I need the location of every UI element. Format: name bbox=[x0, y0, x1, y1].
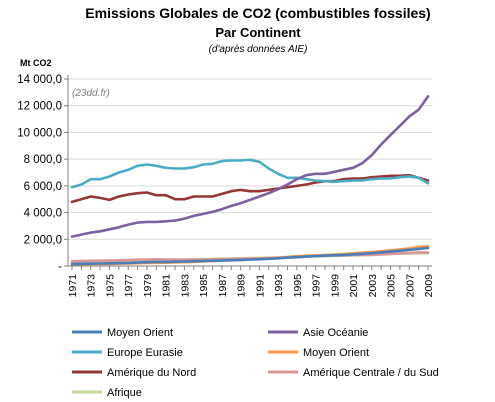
y-axis-unit-label: Mt CO2 bbox=[20, 58, 52, 68]
x-tick-label: 2009 bbox=[423, 274, 435, 298]
x-tick-label: 1989 bbox=[236, 274, 248, 298]
data-series bbox=[70, 95, 430, 266]
gridlines bbox=[68, 78, 432, 240]
x-tick-label: 1979 bbox=[142, 274, 154, 298]
x-tick-label: 2003 bbox=[367, 274, 379, 298]
y-tick-label: 14 000,0 bbox=[17, 74, 62, 86]
x-tick-label: 2005 bbox=[386, 274, 398, 298]
y-tick-label: 10 000,0 bbox=[17, 127, 62, 139]
watermark: (23dd.fr) bbox=[72, 88, 110, 99]
y-tick-label: 4 000,0 bbox=[24, 208, 62, 220]
chart-subtitle: Par Continent bbox=[215, 25, 301, 40]
x-tick-label: 1971 bbox=[67, 274, 79, 298]
legend-label: Amérique Centrale / du Sud bbox=[303, 367, 439, 379]
y-tick-label: 2 000,0 bbox=[24, 234, 62, 246]
x-tick-label: 2001 bbox=[348, 274, 360, 298]
x-tick-label: 1991 bbox=[254, 274, 266, 298]
x-tick-label: 1973 bbox=[86, 274, 98, 298]
y-axis-ticks: - 2 000,0 4 000,0 6 000,0 8 000,0 10 000,0 12 … bbox=[17, 74, 68, 273]
x-tick-label: 1975 bbox=[104, 274, 116, 298]
series-line-asie-oceanie-1 bbox=[70, 95, 430, 238]
x-tick-label: 2007 bbox=[404, 274, 416, 298]
x-tick-label: 1977 bbox=[123, 274, 135, 298]
x-tick-label: 1999 bbox=[329, 274, 341, 298]
series-line-amerique-du-nord-4 bbox=[70, 173, 430, 204]
x-tick-label: 1981 bbox=[161, 274, 173, 298]
axes bbox=[67, 75, 432, 267]
y-tick-label: - bbox=[58, 261, 62, 273]
legend: Moyen Orient Asie Océanie Europe Eurasie Mo… bbox=[72, 327, 439, 399]
y-tick-label: 12 000,0 bbox=[17, 101, 62, 113]
x-tick-label: 1995 bbox=[292, 274, 304, 298]
legend-label: Asie Océanie bbox=[303, 327, 368, 339]
legend-label: Amérique du Nord bbox=[107, 367, 196, 379]
x-tick-label: 1997 bbox=[311, 274, 323, 298]
x-axis-ticks: 1971 1973 1975 1977 1979 1981 1983 1985 1987 1989… bbox=[67, 266, 435, 297]
chart-source-note: (d'après données AIE) bbox=[209, 44, 308, 55]
chart-title: Emissions Globales de CO2 (combustibles … bbox=[85, 5, 430, 21]
x-tick-label: 1993 bbox=[273, 274, 285, 298]
x-tick-label: 1985 bbox=[198, 274, 210, 298]
x-tick-label: 1983 bbox=[179, 274, 191, 298]
legend-label: Moyen Orient bbox=[107, 327, 173, 339]
legend-label: Europe Eurasie bbox=[107, 347, 183, 359]
x-tick-label: 1987 bbox=[217, 274, 229, 298]
legend-label: Afrique bbox=[107, 387, 142, 399]
legend-label: Moyen Orient bbox=[303, 347, 369, 359]
y-tick-label: 6 000,0 bbox=[24, 181, 62, 193]
series-line-europe-eurasie-2 bbox=[70, 158, 430, 189]
y-tick-label: 8 000,0 bbox=[24, 154, 62, 166]
series-line-moyen-orient-0 bbox=[70, 246, 430, 266]
